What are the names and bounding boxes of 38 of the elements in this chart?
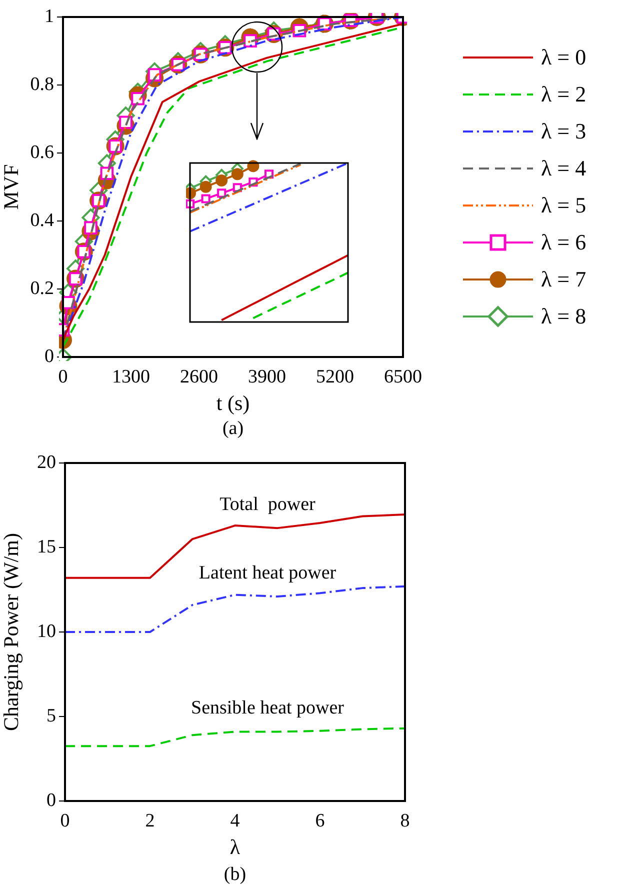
x-axis-title: t (s) (216, 390, 250, 415)
x-tick-label: 4 (230, 810, 240, 832)
legend-label: λ = 2 (541, 81, 586, 106)
y-axis-title: MVF (0, 164, 24, 210)
x-tick-label: 3900 (248, 366, 286, 388)
x-tick-label: 6500 (384, 366, 422, 388)
y-tick-label: 0.6 (30, 142, 54, 163)
legend-label: λ = 5 (541, 192, 586, 218)
x-tick-label: 2600 (180, 366, 218, 388)
legend-label: λ = 8 (541, 303, 586, 328)
y-tick-label: 0.4 (30, 210, 54, 231)
y-tick-label: 0 (46, 790, 56, 811)
x-tick-label: 2 (145, 810, 155, 832)
y-axis-title: Charging Power (W/m) (0, 533, 24, 731)
y-tick-label: 0.2 (30, 278, 54, 299)
y-tick-label: 0 (44, 346, 54, 367)
x-tick-label: 0 (60, 810, 70, 832)
legend-label: λ = 7 (541, 266, 586, 292)
legend-label: λ = 0 (541, 44, 586, 70)
legend-label: λ = 4 (541, 155, 586, 180)
text: (b) (224, 864, 246, 885)
series-label: Total power (220, 494, 316, 516)
x-tick-label: 1300 (112, 366, 150, 388)
series-label: Sensible heat power (190, 698, 345, 719)
y-tick-label: 1 (44, 6, 54, 27)
y-tick-label: 0.8 (30, 74, 54, 95)
y-tick-label: 20 (37, 452, 56, 473)
y-tick-label: 10 (37, 620, 56, 642)
y-tick-label: 5 (46, 705, 56, 726)
x-axis-title: λ (230, 834, 241, 859)
series-label: Latent heat power (198, 562, 337, 584)
x-tick-label: 5200 (316, 366, 354, 388)
y-tick-label: 15 (37, 536, 56, 558)
x-tick-label: 6 (315, 810, 325, 832)
legend-label: λ = 3 (541, 118, 586, 144)
legend-label: λ = 6 (541, 229, 586, 254)
x-tick-label: 8 (400, 810, 410, 832)
text: (a) (222, 418, 244, 439)
